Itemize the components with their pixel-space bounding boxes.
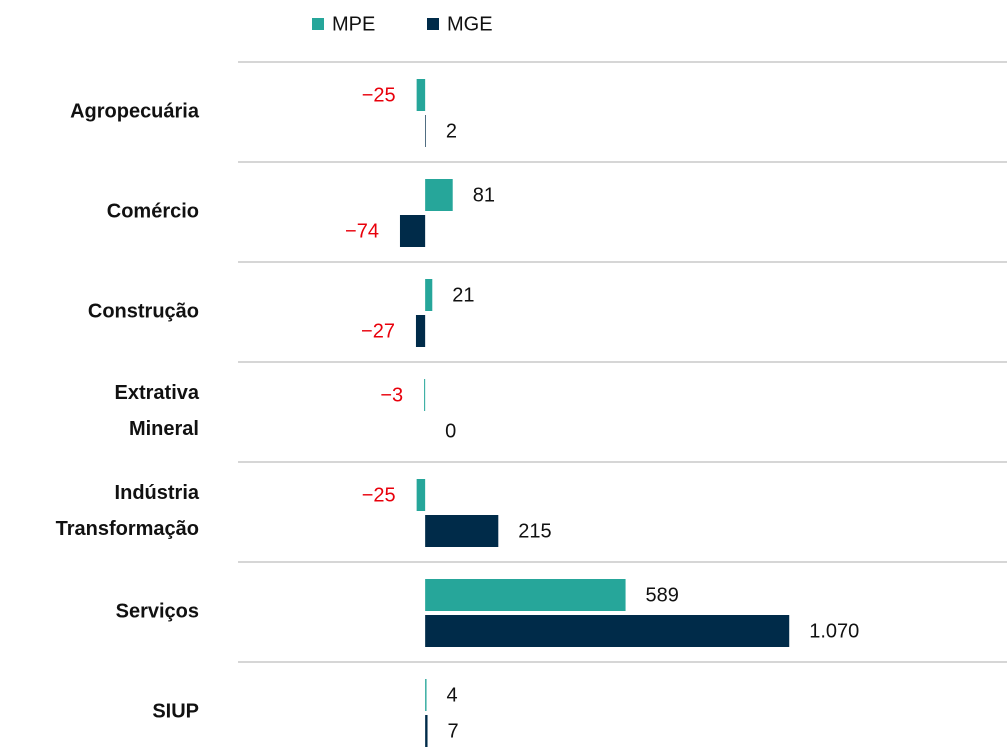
legend-label: MPE: [332, 13, 375, 35]
category-label: SIUP: [152, 700, 199, 722]
value-label: 4: [447, 684, 458, 706]
value-label: 7: [448, 720, 459, 742]
value-label: −25: [362, 484, 396, 506]
value-label: 2: [446, 120, 457, 142]
value-label: −74: [345, 220, 379, 242]
value-label: 0: [445, 420, 456, 442]
bar: [425, 615, 790, 647]
legend-swatch: [312, 18, 324, 30]
bar: [425, 679, 427, 711]
value-label: 21: [452, 284, 474, 306]
category-label: Agropecuária: [70, 100, 200, 122]
value-label: −27: [361, 320, 395, 342]
value-label: 1.070: [809, 620, 859, 642]
bar: [399, 215, 426, 247]
value-label: −25: [362, 84, 396, 106]
bar: [425, 115, 426, 147]
bar: [425, 179, 453, 211]
value-label: 81: [473, 184, 495, 206]
bar: [415, 315, 426, 347]
bar: [416, 479, 426, 511]
bar: [425, 715, 428, 747]
bar: [416, 79, 426, 111]
bar: [424, 379, 426, 411]
bar: [425, 579, 626, 611]
category-label: Serviços: [116, 600, 199, 622]
bar: [425, 515, 499, 547]
category-label: Extrativa Mineral: [115, 382, 200, 440]
legend-label: MGE: [447, 13, 493, 35]
legend-swatch: [427, 18, 439, 30]
category-label: Indústria Transformação: [56, 482, 200, 540]
value-label: 215: [518, 520, 551, 542]
bar: [425, 279, 433, 311]
value-label: 589: [646, 584, 679, 606]
category-label: Construção: [88, 300, 199, 322]
category-label: Comércio: [107, 200, 199, 222]
value-label: −3: [380, 384, 403, 406]
